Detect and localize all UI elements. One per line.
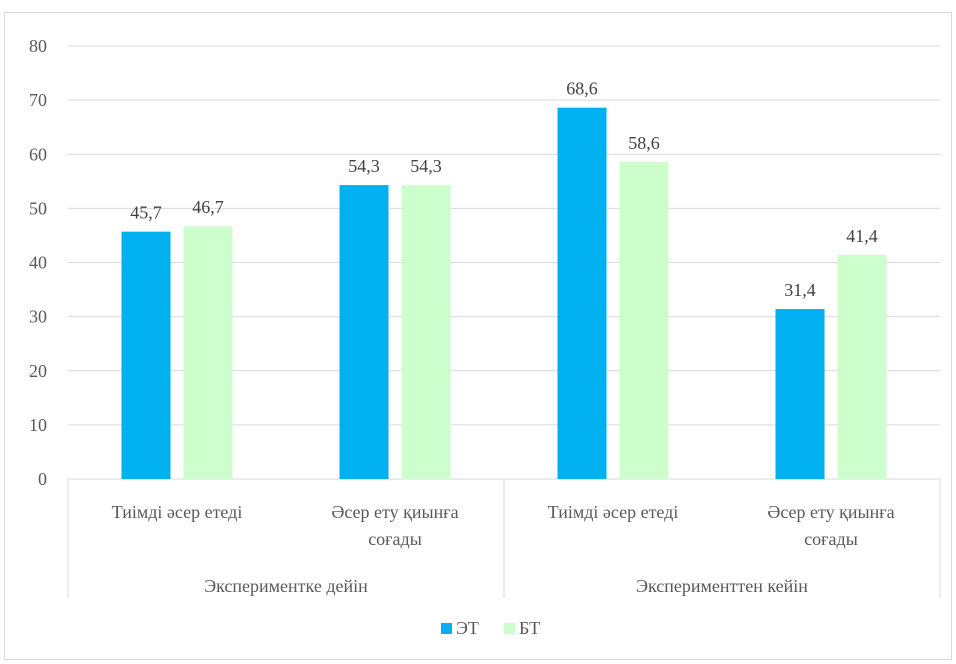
bar-бт-3 [837, 254, 887, 479]
bar-эт-2 [557, 107, 607, 479]
data-label: 41,4 [846, 226, 878, 246]
y-tick-label: 80 [29, 36, 47, 56]
data-label: 46,7 [192, 197, 224, 217]
y-tick-label: 70 [29, 90, 47, 110]
category-label: Әсер ету қиынға [767, 502, 894, 522]
y-axis-tick-labels: 0 10 20 30 40 50 60 70 80 [29, 36, 47, 489]
bars [121, 107, 887, 479]
y-tick-label: 50 [29, 198, 47, 218]
data-label: 54,3 [410, 156, 442, 176]
data-label: 31,4 [784, 280, 816, 300]
bar-эт-0 [121, 231, 171, 479]
category-label: соғады [804, 529, 858, 549]
y-tick-label: 30 [29, 307, 47, 327]
category-label: соғады [368, 529, 422, 549]
y-tick-label: 0 [38, 469, 47, 489]
y-tick-label: 10 [29, 415, 47, 435]
data-label: 54,3 [348, 156, 380, 176]
bar-эт-3 [775, 309, 825, 479]
bar-бт-0 [183, 226, 233, 479]
group-label: Эксперименттен кейін [636, 576, 808, 596]
data-label: 68,6 [566, 79, 598, 99]
x-axis: Тиімді әсер етеді Әсер ету қиынға соғады Ти… [67, 479, 941, 598]
data-labels: 45,7 54,3 68,6 31,4 46,7 54,3 58,6 41,4 [130, 79, 878, 300]
legend-swatch-бт [504, 623, 515, 634]
category-label: Тиімді әсер етеді [112, 502, 243, 522]
y-tick-label: 60 [29, 144, 47, 164]
y-tick-label: 40 [29, 253, 47, 273]
legend-label-эт: ЭТ [456, 618, 479, 638]
bar-эт-1 [339, 185, 389, 479]
data-label: 58,6 [628, 133, 660, 153]
data-label: 45,7 [130, 203, 162, 223]
legend-label-бт: БТ [519, 618, 540, 638]
legend-swatch-эт [441, 623, 452, 634]
bar-бт-1 [401, 185, 451, 479]
category-label: Тиімді әсер етеді [548, 502, 679, 522]
group-label: Экспериментке дейін [204, 576, 368, 596]
legend: ЭТ БТ [441, 618, 540, 638]
category-label: Әсер ету қиынға [331, 502, 458, 522]
bar-бт-2 [619, 161, 669, 479]
y-tick-label: 20 [29, 361, 47, 381]
